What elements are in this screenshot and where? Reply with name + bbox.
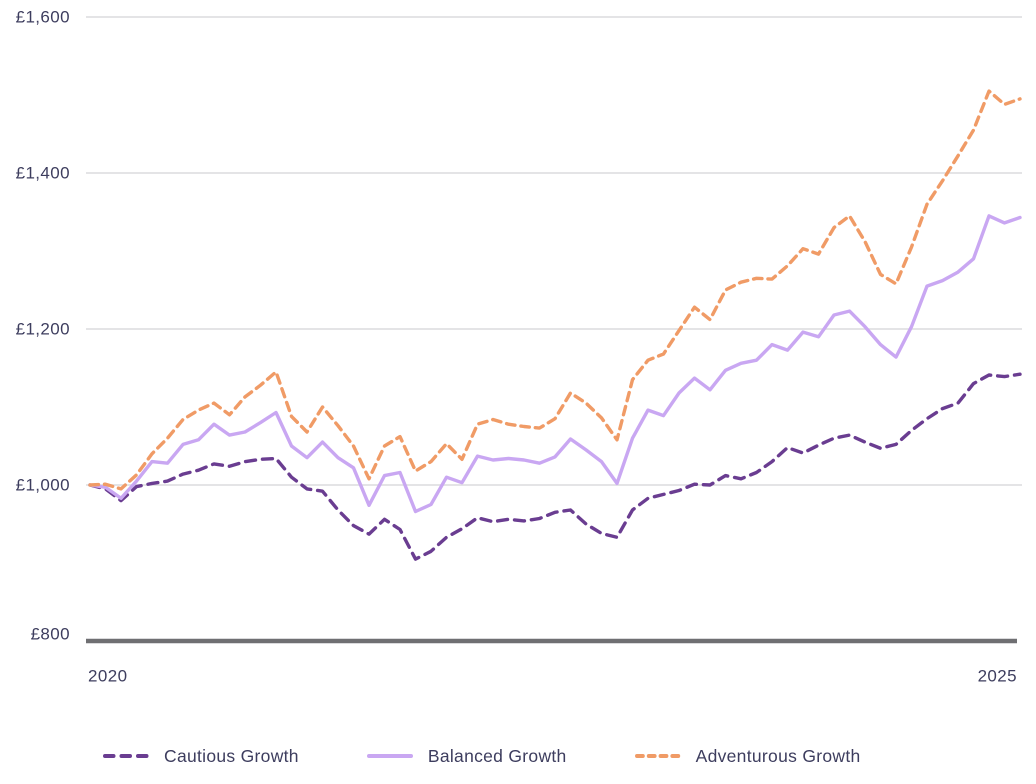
y-tick-1600: £1,600 — [16, 8, 70, 27]
y-tick-800: £800 — [31, 625, 70, 644]
balanced-growth-swatch-icon — [366, 754, 413, 758]
legend-item-cautious-growth[interactable]: Cautious Growth — [103, 744, 299, 768]
y-tick-1000: £1,000 — [16, 476, 70, 495]
y-tick-1400: £1,400 — [16, 164, 70, 183]
x-tick-start: 2020 — [88, 667, 127, 686]
chart-legend: Cautious Growth Balanced Growth Adventur… — [103, 744, 861, 768]
growth-chart: £800 £1,000 £1,200 £1,400 £1,600 2020 2025 — [16, 8, 1022, 686]
y-tick-1200: £1,200 — [16, 320, 70, 339]
legend-label-adventurous-growth: Adventurous Growth — [695, 745, 861, 766]
x-tick-end: 2025 — [978, 667, 1017, 686]
cautious-growth-swatch-icon — [103, 754, 149, 758]
legend-label-cautious-growth: Cautious Growth — [164, 745, 299, 766]
legend-item-balanced-growth[interactable]: Balanced Growth — [366, 744, 567, 768]
legend-label-balanced-growth: Balanced Growth — [427, 745, 567, 766]
legend-item-adventurous-growth[interactable]: Adventurous Growth — [634, 744, 861, 768]
adventurous-growth-line — [88, 89, 1022, 491]
cautious-growth-line — [88, 372, 1022, 561]
balanced-growth-line — [88, 214, 1022, 514]
adventurous-growth-swatch-icon — [634, 754, 681, 758]
